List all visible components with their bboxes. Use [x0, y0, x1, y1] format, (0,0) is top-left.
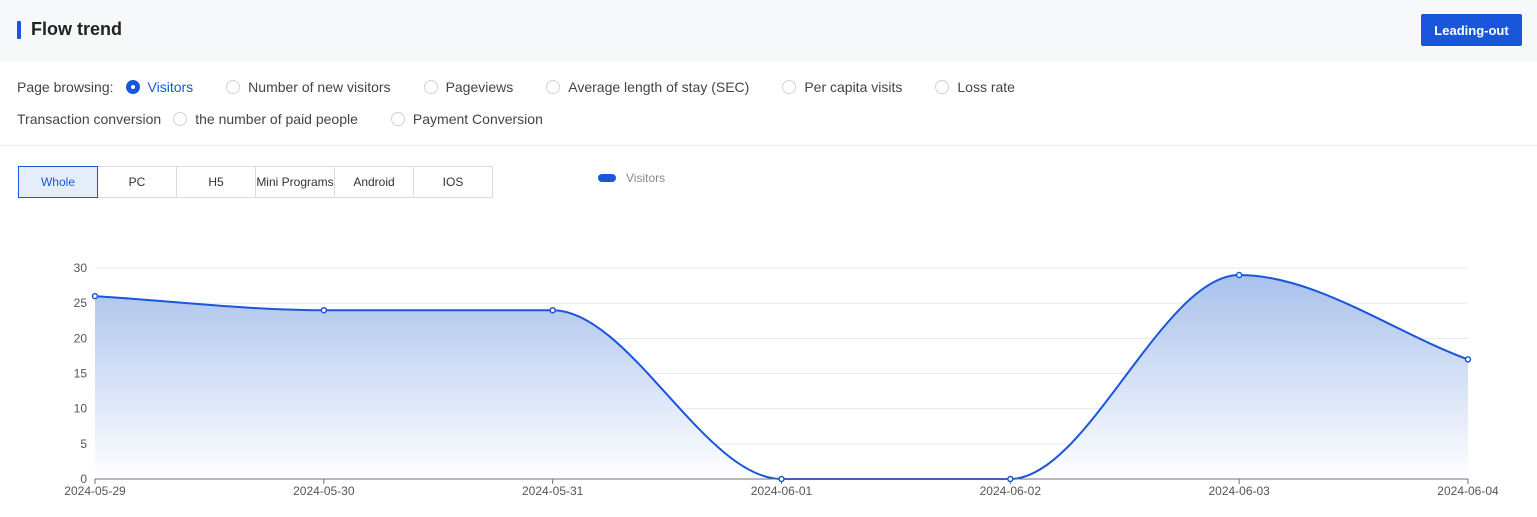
radio-checked-icon [125, 80, 140, 94]
radio-label: Pageviews [445, 79, 514, 95]
data-point [549, 306, 556, 314]
radio-unchecked-icon [423, 80, 438, 94]
radio-average-stay[interactable]: Average length of stay (SEC) [546, 79, 749, 95]
radio-label: Loss rate [957, 79, 1015, 95]
panel-header: Flow trend Leading-out [0, 0, 1537, 61]
section-divider [0, 145, 1537, 146]
export-button[interactable]: Leading-out [1421, 14, 1522, 46]
radio-unchecked-icon [173, 112, 188, 126]
data-point [1464, 356, 1472, 363]
y-axis: 0 5 10 15 20 25 30 [74, 261, 88, 486]
radio-loss-rate[interactable]: Loss rate [935, 79, 1015, 95]
radio-label: Visitors [147, 79, 194, 95]
page-browsing-filter: Page browsing: Visitors Number of new vi… [17, 77, 1048, 97]
radio-unchecked-icon [782, 80, 797, 94]
title-accent-bar [17, 21, 21, 39]
radio-unchecked-icon [390, 112, 405, 126]
radio-payment-conversion[interactable]: Payment Conversion [390, 111, 543, 127]
y-tick-label: 20 [74, 331, 88, 345]
radio-pageviews[interactable]: Pageviews [423, 79, 514, 95]
tab-whole[interactable]: Whole [18, 166, 98, 198]
y-tick-label: 30 [74, 261, 88, 275]
transaction-conversion-filter: Transaction conversion the number of pai… [17, 109, 576, 129]
panel-title: Flow trend [31, 19, 122, 39]
x-axis: 2024-05-29 2024-05-30 2024-05-31 2024-06-01… [64, 478, 1499, 498]
radio-paid-people[interactable]: the number of paid people [173, 111, 358, 127]
y-tick-label: 0 [80, 472, 87, 486]
legend-swatch [598, 174, 616, 182]
radio-visitors[interactable]: Visitors [125, 79, 194, 95]
tab-mini-programs[interactable]: Mini Programs [255, 166, 335, 198]
x-tick-label: 2024-05-31 [522, 484, 584, 498]
data-point [1007, 475, 1014, 483]
x-tick-label: 2024-06-03 [1208, 484, 1270, 498]
radio-label: the number of paid people [195, 111, 358, 127]
radio-label: Payment Conversion [412, 111, 543, 127]
transaction-conversion-label: Transaction conversion [17, 111, 162, 127]
x-tick-label: 2024-06-02 [980, 484, 1042, 498]
y-tick-label: 10 [74, 402, 88, 416]
legend-label: Visitors [626, 171, 666, 185]
x-tick-label: 2024-06-04 [1437, 484, 1499, 498]
data-points [91, 271, 1472, 483]
data-point [778, 475, 785, 483]
x-tick-label: 2024-05-30 [293, 484, 355, 498]
data-point [320, 306, 328, 314]
radio-unchecked-icon [935, 80, 950, 94]
y-tick-label: 15 [74, 367, 88, 381]
radio-per-capita-visits[interactable]: Per capita visits [782, 79, 902, 95]
chart-legend[interactable]: Visitors [598, 171, 665, 185]
data-point [91, 292, 99, 300]
radio-label: Number of new visitors [248, 79, 391, 95]
platform-tabs: Whole PC H5 Mini Programs Android IOS [18, 166, 493, 198]
x-tick-label: 2024-05-29 [64, 484, 126, 498]
tab-h5[interactable]: H5 [176, 166, 256, 198]
radio-label: Per capita visits [804, 79, 903, 95]
data-point [1235, 271, 1243, 279]
visitors-area [95, 275, 1468, 479]
tab-ios[interactable]: IOS [413, 166, 493, 198]
x-tick-label: 2024-06-01 [751, 484, 813, 498]
tab-android[interactable]: Android [334, 166, 414, 198]
page-browsing-label: Page browsing: [17, 79, 114, 95]
y-tick-label: 5 [80, 437, 87, 451]
y-tick-label: 25 [74, 296, 88, 310]
tab-pc[interactable]: PC [97, 166, 177, 198]
radio-new-visitors[interactable]: Number of new visitors [226, 79, 391, 95]
radio-unchecked-icon [226, 80, 241, 94]
radio-unchecked-icon [546, 80, 561, 94]
radio-label: Average length of stay (SEC) [568, 79, 750, 95]
